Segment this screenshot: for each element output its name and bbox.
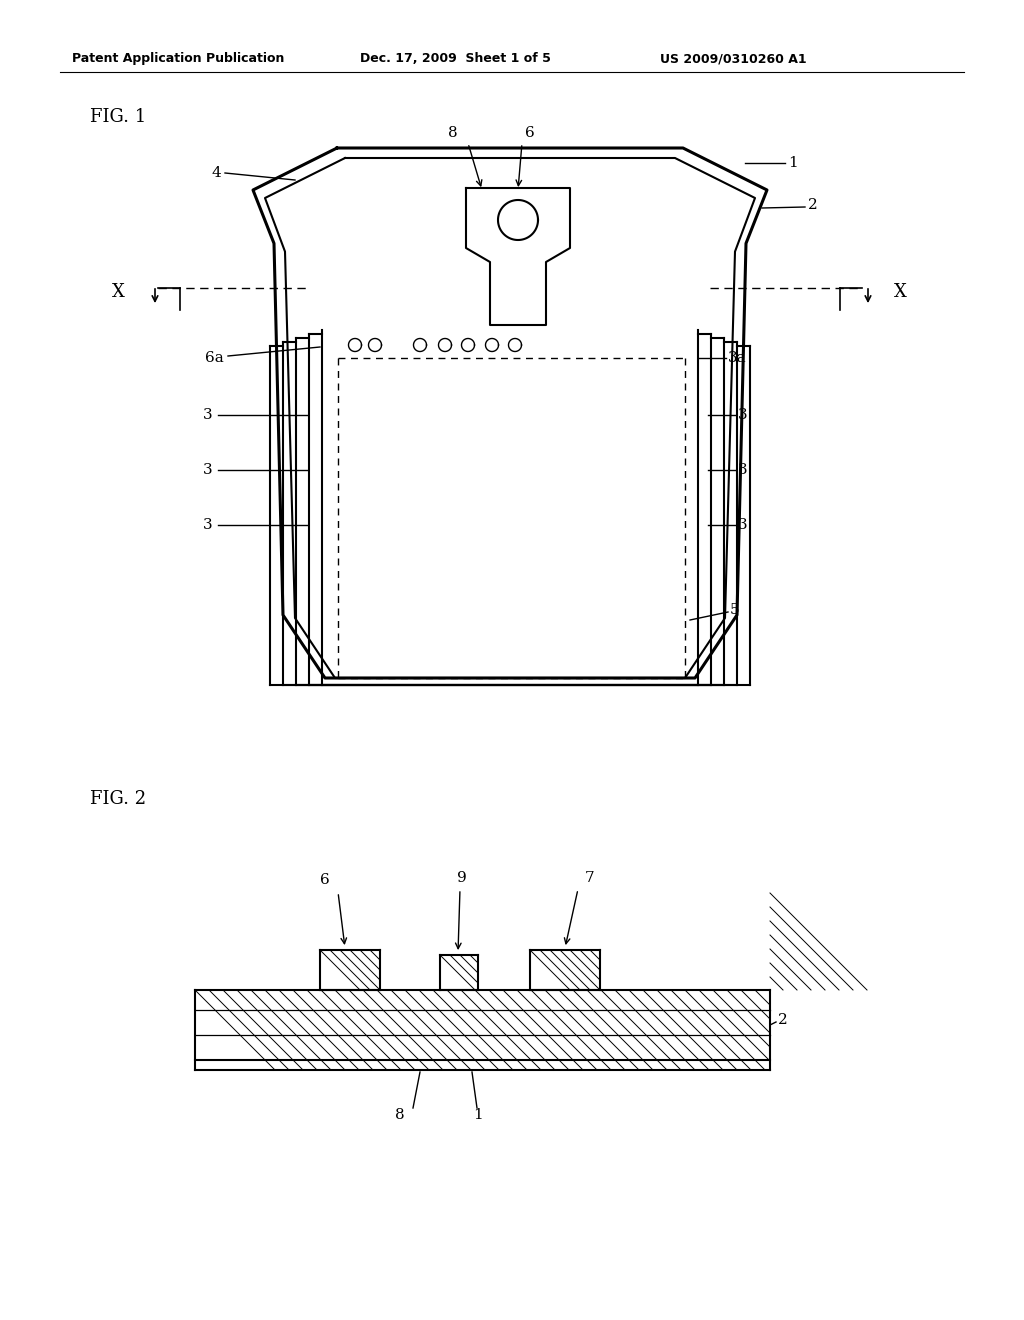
Text: FIG. 1: FIG. 1 — [90, 108, 146, 125]
Text: 6: 6 — [321, 873, 330, 887]
Text: 7: 7 — [585, 871, 595, 884]
Text: 3: 3 — [203, 517, 213, 532]
Text: Dec. 17, 2009  Sheet 1 of 5: Dec. 17, 2009 Sheet 1 of 5 — [360, 51, 551, 65]
Text: 6a: 6a — [205, 351, 224, 366]
Text: 3: 3 — [203, 463, 213, 477]
Text: X: X — [894, 282, 906, 301]
Text: 9: 9 — [457, 871, 467, 884]
Text: 3: 3 — [738, 463, 748, 477]
Text: 3a: 3a — [728, 351, 746, 366]
Text: 3: 3 — [738, 408, 748, 422]
Text: 3: 3 — [738, 517, 748, 532]
Text: 3: 3 — [203, 408, 213, 422]
Text: Patent Application Publication: Patent Application Publication — [72, 51, 285, 65]
Text: X: X — [112, 282, 125, 301]
Text: 2: 2 — [808, 198, 818, 213]
Text: 5: 5 — [730, 603, 739, 616]
Text: 4: 4 — [212, 166, 222, 180]
Text: FIG. 2: FIG. 2 — [90, 789, 146, 808]
Text: 6: 6 — [525, 125, 535, 140]
Text: 1: 1 — [473, 1107, 483, 1122]
Text: 8: 8 — [395, 1107, 404, 1122]
Text: US 2009/0310260 A1: US 2009/0310260 A1 — [660, 51, 807, 65]
Text: 2: 2 — [778, 1012, 787, 1027]
Text: 1: 1 — [788, 156, 798, 170]
Text: 8: 8 — [449, 125, 458, 140]
